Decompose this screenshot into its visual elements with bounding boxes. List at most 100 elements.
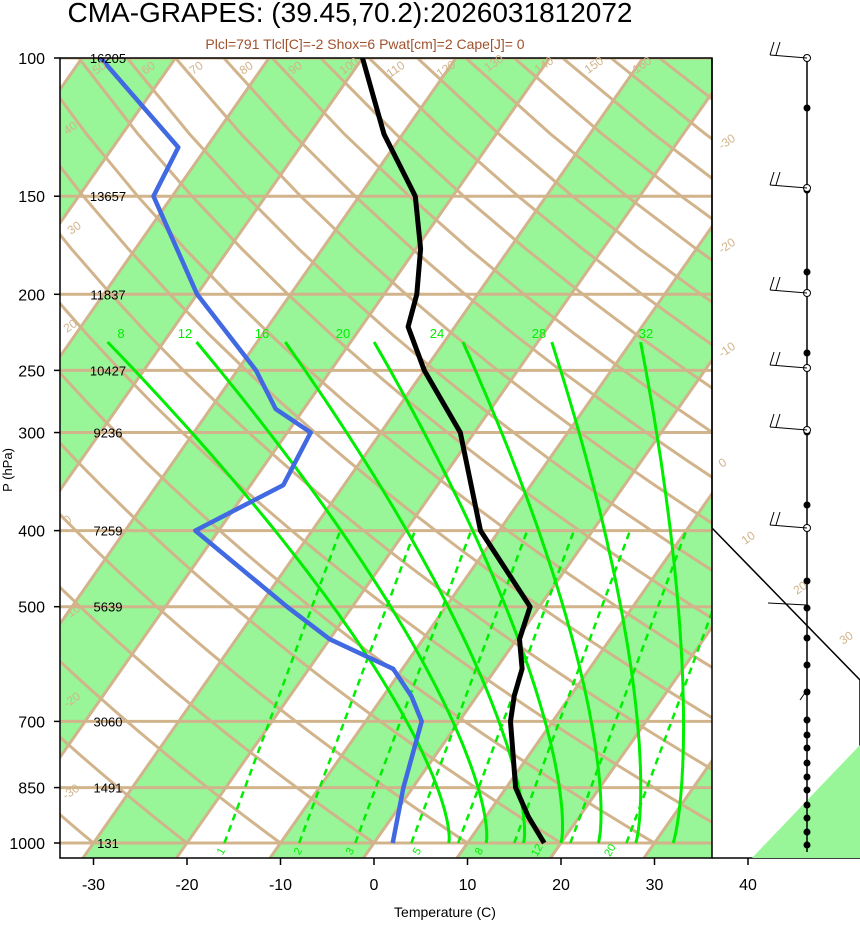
wind-barb-feather xyxy=(776,512,780,525)
dry-adiabat xyxy=(659,58,860,843)
isotherm-label: -10 xyxy=(716,339,739,361)
wind-barb-feather xyxy=(770,277,774,290)
wind-level-dot xyxy=(804,787,811,794)
wind-level-dot xyxy=(804,350,811,357)
mixing-ratio-label: 5 xyxy=(411,846,424,857)
height-label: 13657 xyxy=(90,189,126,204)
wind-barb-feather xyxy=(776,42,780,55)
wind-level-dot xyxy=(804,105,811,112)
x-tick-label: 40 xyxy=(739,877,757,894)
x-tick-label: 30 xyxy=(646,877,664,894)
pressure-label: 300 xyxy=(18,426,45,443)
x-axis-title: Temperature (C) xyxy=(394,904,496,920)
x-tick-label: -30 xyxy=(82,877,105,894)
wind-barb-feather xyxy=(770,512,774,525)
wind-level-dot xyxy=(804,829,811,836)
chart-title: CMA-GRAPES: (39.45,70.2):2026031812072 xyxy=(67,0,632,28)
pressure-label: 850 xyxy=(18,781,45,798)
isotherm-line xyxy=(738,58,860,858)
wind-level-dot xyxy=(804,605,811,612)
height-label: 10427 xyxy=(90,363,126,378)
moist-adiabat-label: 32 xyxy=(639,326,653,341)
wind-barb-feather xyxy=(776,352,780,365)
wind-level-dot xyxy=(804,815,811,822)
wind-barb-feather xyxy=(770,172,774,185)
pressure-label: 100 xyxy=(18,51,45,68)
wind-barb-feather xyxy=(770,414,774,427)
pressure-label: 500 xyxy=(18,600,45,617)
plot-area xyxy=(0,58,860,858)
wind-barb-shaft xyxy=(770,525,807,528)
wind-barb-feather xyxy=(770,42,774,55)
wind-barb-feather xyxy=(776,172,780,185)
height-label: 1491 xyxy=(94,781,123,796)
x-tick-label: 20 xyxy=(552,877,570,894)
moist-adiabat-label: 28 xyxy=(532,326,546,341)
pressure-label: 150 xyxy=(18,189,45,206)
isotherm-label: 30 xyxy=(65,218,84,237)
isotherm-band xyxy=(831,58,860,858)
dry-adiabat xyxy=(224,58,860,843)
wind-level-dot xyxy=(804,717,811,724)
wind-level-dot xyxy=(804,842,811,849)
wind-level-dot xyxy=(804,745,811,752)
wind-level-dot xyxy=(804,662,811,669)
height-label: 131 xyxy=(97,836,119,851)
height-label: 7259 xyxy=(94,524,123,539)
wind-barb-shaft xyxy=(770,290,807,293)
pressure-label: 700 xyxy=(18,714,45,731)
wind-barb-feather xyxy=(776,414,780,427)
x-tick-label: 0 xyxy=(370,877,379,894)
wind-barb-shaft xyxy=(770,185,807,188)
isotherm-label: 150 xyxy=(582,53,607,76)
isotherm-line xyxy=(644,58,860,858)
isotherm-label: -30 xyxy=(716,131,739,153)
isotherm-band xyxy=(644,58,860,858)
wind-barb-shaft xyxy=(770,55,807,58)
isotherm-band xyxy=(0,58,176,858)
height-label: 3060 xyxy=(94,714,123,729)
moist-adiabat-label: 16 xyxy=(255,326,269,341)
isotherm-label: 0 xyxy=(716,455,730,470)
wind-level-dot xyxy=(804,760,811,767)
wind-level-dot xyxy=(804,774,811,781)
wind-barb-shaft xyxy=(770,365,807,368)
moist-adiabat-label: 20 xyxy=(336,326,350,341)
isotherm-line xyxy=(831,58,860,858)
wind-level-dot xyxy=(804,269,811,276)
isotherm-label: 30 xyxy=(837,628,856,647)
pressure-label: 400 xyxy=(18,524,45,541)
wind-barb-shaft xyxy=(770,427,807,430)
wind-barb-feather xyxy=(770,352,774,365)
pressure-label: 200 xyxy=(18,287,45,304)
y-axis-title: P (hPa) xyxy=(0,448,15,492)
wind-level-dot xyxy=(804,732,811,739)
height-label: 11837 xyxy=(90,287,125,302)
moist-adiabat-label: 12 xyxy=(178,326,192,341)
isotherm-label: -30 xyxy=(60,781,83,803)
dry-adiabat xyxy=(466,58,860,843)
wind-level-dot xyxy=(804,689,811,696)
pressure-label: 1000 xyxy=(9,836,45,853)
moist-adiabat-label: 8 xyxy=(117,326,124,341)
isotherm-label: 10 xyxy=(739,528,758,547)
wind-level-dot xyxy=(804,635,811,642)
moist-adiabat-label: 24 xyxy=(430,326,444,341)
height-label: 9236 xyxy=(94,426,123,441)
mixing-ratio-label: 1 xyxy=(215,846,228,857)
x-tick-label: -20 xyxy=(175,877,198,894)
wind-level-dot xyxy=(804,578,811,585)
x-tick-label: 10 xyxy=(459,877,477,894)
isotherm-label: -20 xyxy=(716,235,739,257)
wind-barb-feather xyxy=(776,277,780,290)
height-label: 5639 xyxy=(94,600,123,615)
pressure-label: 250 xyxy=(18,363,45,380)
wind-level-dot xyxy=(804,802,811,809)
mixing-ratio-label: 20 xyxy=(602,842,619,859)
wind-level-dot xyxy=(804,502,811,509)
x-tick-label: -10 xyxy=(269,877,292,894)
chart-subtitle: Plcl=791 Tlcl[C]=-2 Shox=6 Pwat[cm]=2 Ca… xyxy=(205,36,524,52)
wind-barb-column xyxy=(768,42,811,852)
